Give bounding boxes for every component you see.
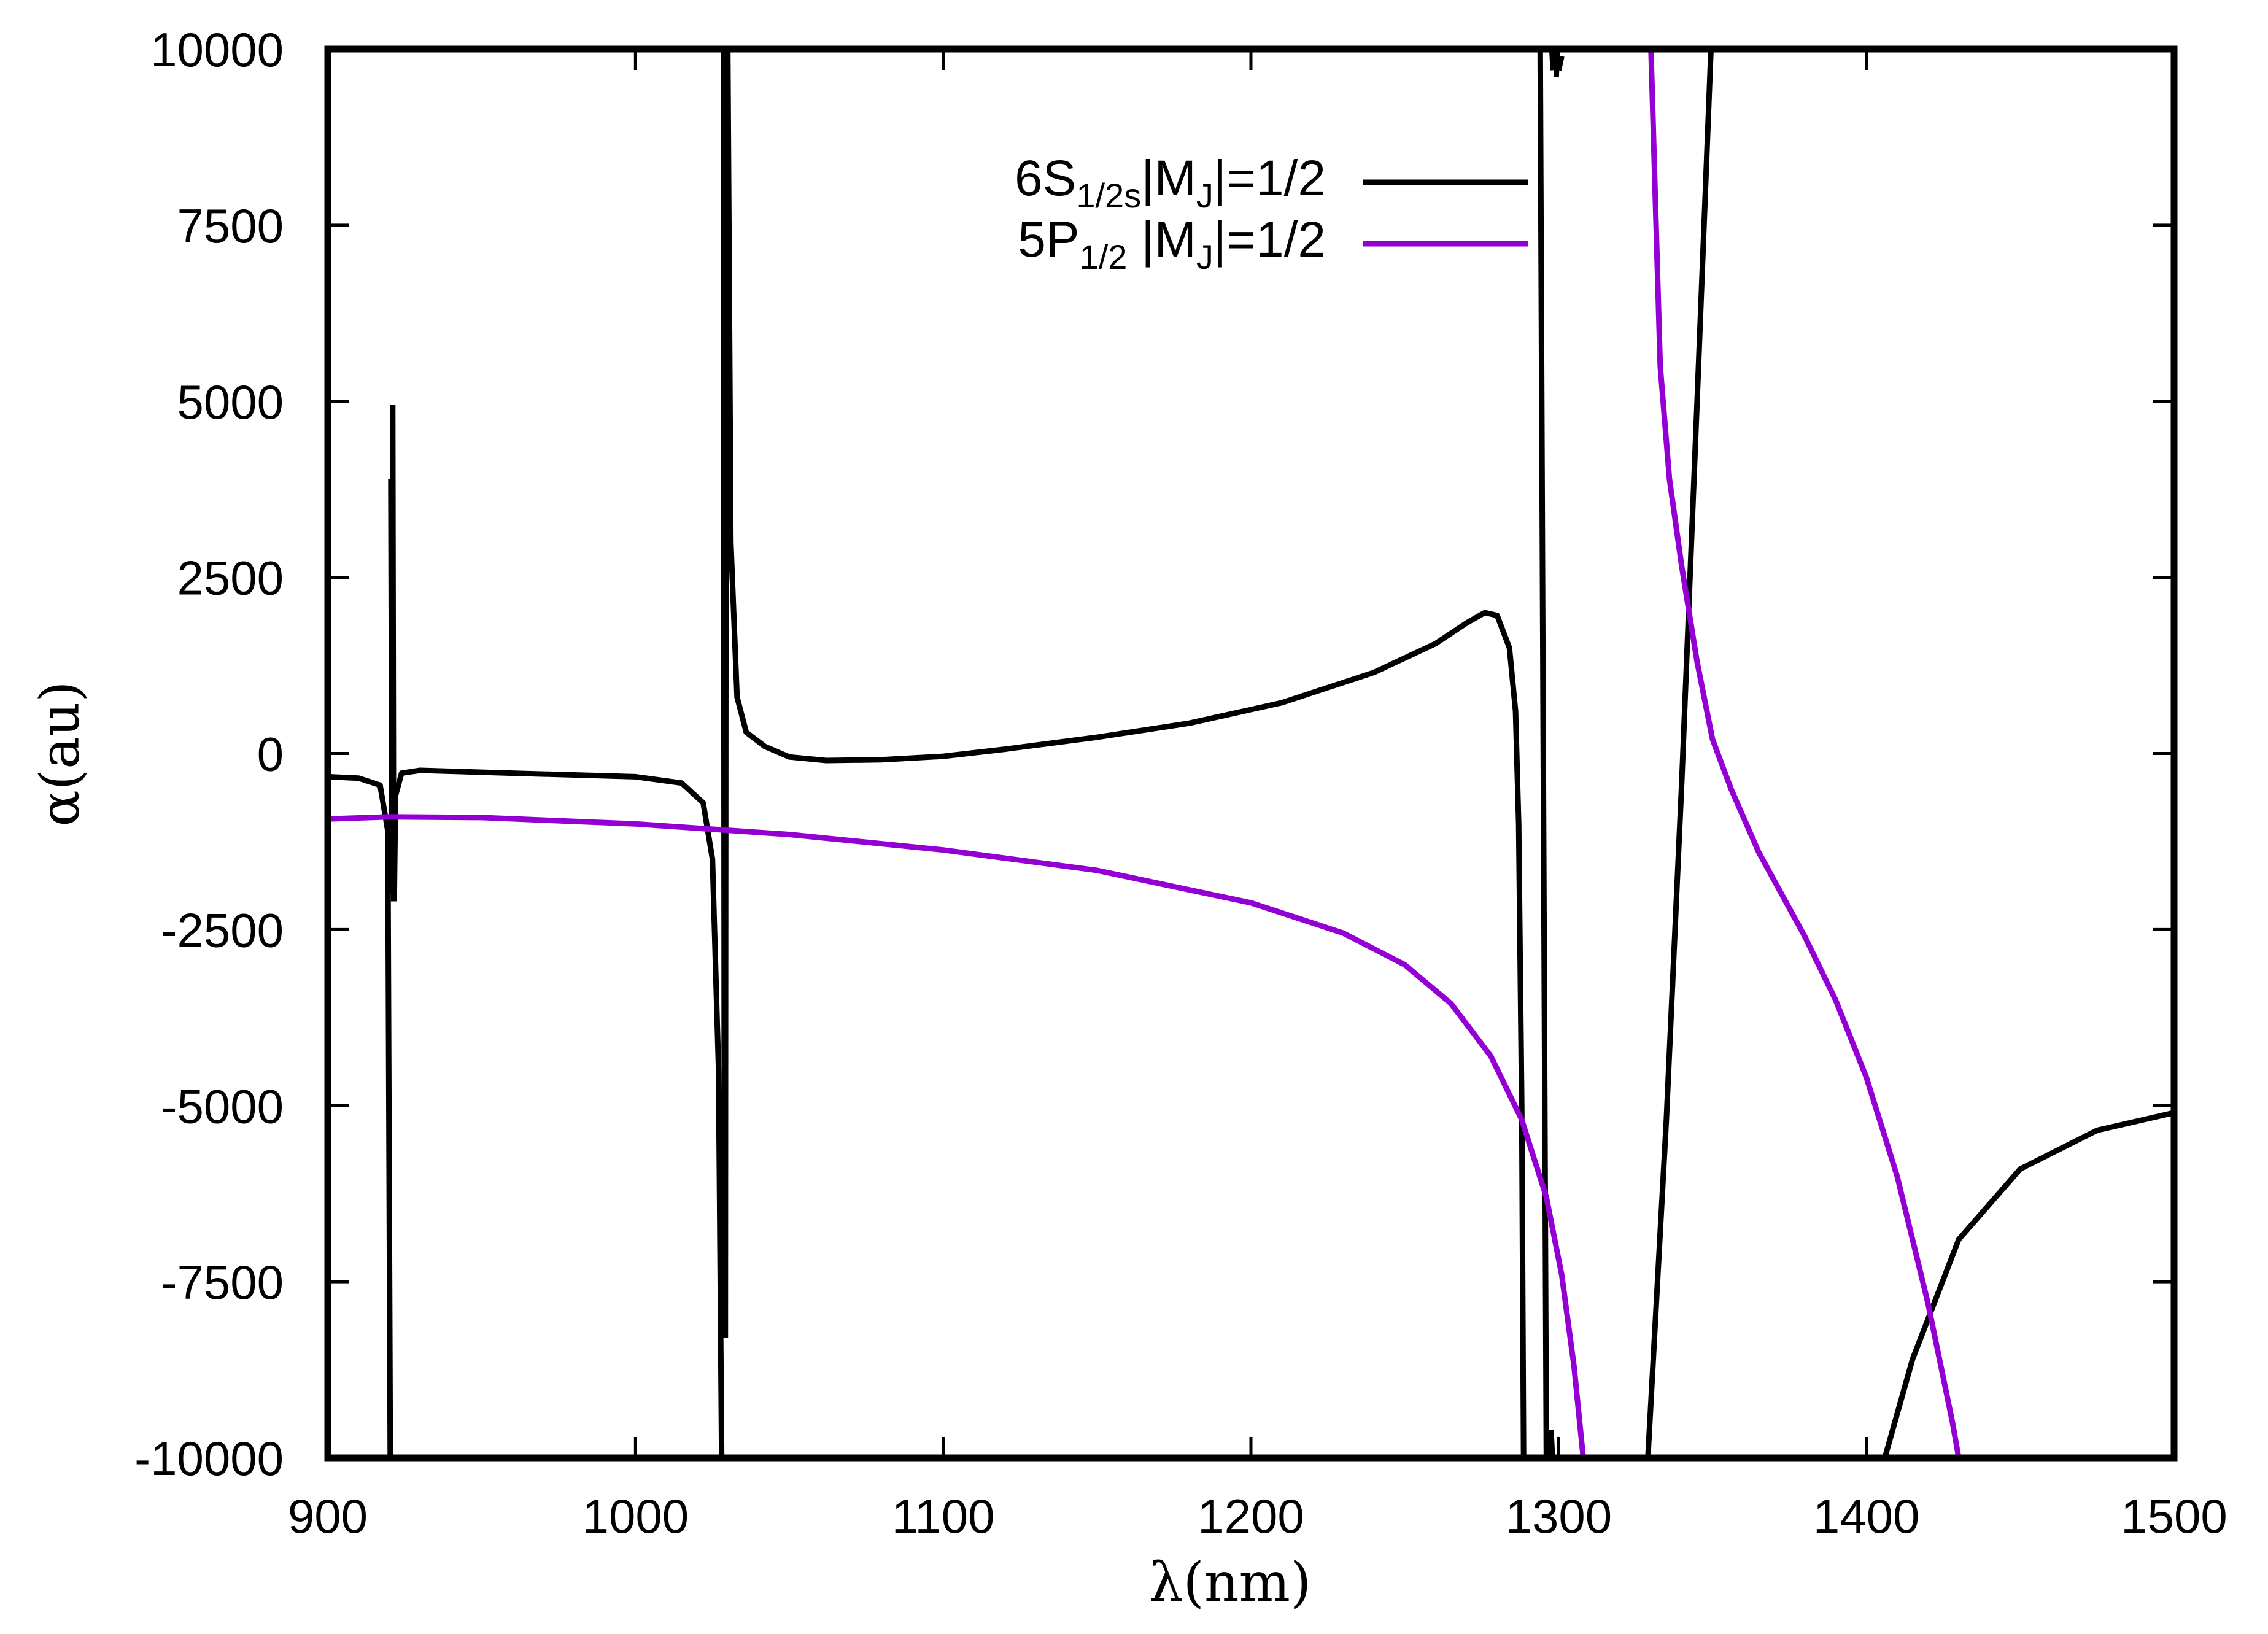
series-line-segment [1555,55,1565,71]
legend-entry-6S: 6S1/2s|MJ|=1/2 [1015,150,1528,215]
series-line-segment [1548,1429,1555,1458]
series-lines [328,49,2174,1458]
tick-labels: 900 1000 1100 1200 1300 1400 1500 -10000 -7500 -5… [134,23,2227,1543]
y-tick-label: -5000 [161,1079,284,1133]
y-tick-label: 2500 [177,551,284,605]
y-tick-label: 7500 [177,199,284,253]
y-axis-title: α(au) [28,681,91,826]
legend-label-6S: 6S1/2s|MJ|=1/2 [1015,150,1326,215]
series-line-segment [391,767,725,1458]
series-line-segment [1645,49,1714,1458]
y-tick-label: 0 [257,727,284,781]
series-line-segment [1537,49,1549,1458]
x-tick-label: 900 [288,1489,368,1543]
series-0 [328,49,2174,1458]
x-tick-label: 1200 [1198,1489,1304,1543]
y-tick-label: -10000 [134,1431,284,1485]
series-1 [328,49,1962,1458]
x-tick-label: 1000 [582,1489,689,1543]
series-line-segment [1553,49,1560,78]
series-line-segment [722,49,729,1338]
x-tick-label: 1400 [1813,1489,1920,1543]
series-line-segment [328,773,393,1458]
series-line-segment [1549,49,1556,71]
x-axis-title: λ(nm) [1149,1551,1312,1614]
y-tick-label: 10000 [150,23,284,77]
series-line-segment [1882,1110,2174,1458]
series-line-segment [1648,49,1962,1458]
legend-entry-5P: 5P1/2 |MJ|=1/2 [1018,212,1528,276]
series-line-segment [328,814,1586,1458]
y-tick-label: -2500 [161,903,284,957]
series-line-segment [725,49,1527,1458]
x-tick-label: 1100 [892,1489,995,1543]
y-tick-label: -7500 [161,1255,284,1309]
legend-label-5P: 5P1/2 |MJ|=1/2 [1018,212,1326,276]
x-tick-label: 1300 [1506,1489,1612,1543]
x-tick-label: 1500 [2121,1489,2227,1543]
y-tick-label: 5000 [177,375,284,429]
plot-frame [324,45,2178,1462]
legend: 6S1/2s|MJ|=1/2 5P1/2 |MJ|=1/2 [1015,150,1528,276]
